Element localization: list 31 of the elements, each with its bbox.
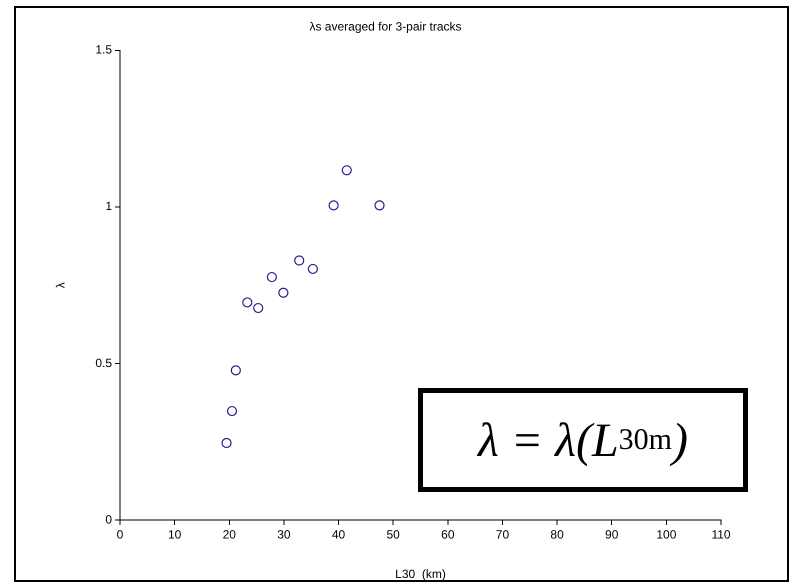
point [328, 200, 339, 210]
x-tick-label: 0 [116, 528, 124, 542]
point [374, 200, 385, 210]
y-tick-label: 1.5 [95, 42, 112, 57]
y-tick-label: 1 [105, 199, 112, 214]
point [278, 288, 288, 298]
x-tick-label: 60 [441, 528, 455, 542]
x-tick-label: 50 [386, 528, 400, 542]
chart-title: λs averaged for 3-pair tracks [309, 20, 462, 34]
x-tick-label: 10 [168, 528, 182, 542]
x-tick-label: 80 [550, 528, 564, 542]
point [308, 264, 318, 274]
x-tick-label: 100 [656, 528, 677, 542]
point [242, 297, 252, 308]
x-tick-label: 30 [277, 528, 291, 542]
point [294, 255, 304, 266]
x-tick-label: 20 [222, 528, 236, 542]
point [226, 406, 238, 416]
x-axis-title: L30 (km) [395, 567, 446, 582]
x-tick-label: 110 [711, 528, 731, 542]
point [253, 302, 264, 314]
point [221, 438, 232, 448]
x-tick-label: 90 [605, 528, 619, 542]
point [266, 272, 277, 282]
x-tick-label: 40 [332, 528, 346, 542]
point [230, 365, 241, 376]
y-tick-label: 0.5 [95, 356, 112, 370]
y-tick-label: 0 [105, 512, 112, 526]
point [342, 165, 352, 176]
x-tick-label: 70 [496, 528, 510, 542]
y-axis-title: λ [54, 282, 68, 288]
